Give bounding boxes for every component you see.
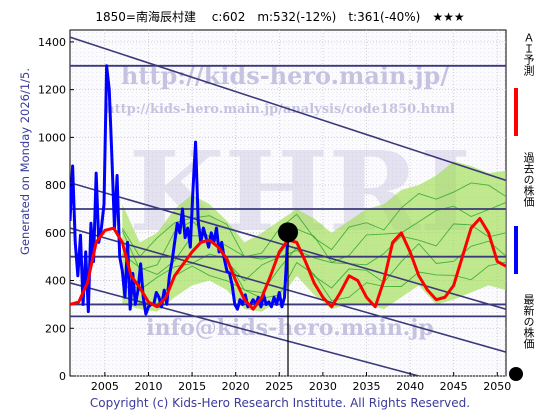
chart-title: 1850=南海辰村建 c:602 m:532(-12%) t:361(-40%)… — [95, 10, 465, 24]
legend-swatch-past — [514, 226, 518, 274]
x-tick-label: 2050 — [483, 380, 511, 393]
forecast-band — [121, 161, 506, 312]
latest-price-marker — [278, 222, 298, 243]
y-tick-label: 600 — [45, 227, 66, 240]
y-tick-label: 0 — [59, 370, 66, 383]
y-tick-label: 1000 — [38, 131, 66, 144]
y-axis: 0 200 400 600 800 1000 1200 1400 — [38, 36, 74, 383]
copyright: Copyright (c) Kids-Hero Research Institu… — [89, 396, 471, 410]
forecast-band-line — [121, 182, 506, 258]
trend-line — [70, 282, 420, 376]
x-axis: 2005 2010 2015 2020 2025 2030 2035 2040 2045 2050 — [91, 372, 511, 393]
legend: ＡＩ予測 過去の株価 最新の株価 — [509, 28, 542, 390]
latest-price-group — [278, 222, 298, 376]
legend-item-ai: ＡＩ予測 — [512, 28, 542, 138]
legend-past-swatch-rect — [514, 226, 518, 274]
x-tick-label: 2015 — [178, 380, 206, 393]
y-tick-label: 400 — [45, 275, 66, 288]
legend-latest-dot — [509, 367, 523, 381]
trend-line — [70, 36, 506, 182]
y-tick-label: 1400 — [38, 36, 66, 49]
legend-item-past: 過去の株価 — [512, 148, 542, 278]
legend-swatch-ai — [514, 88, 518, 136]
watermark-url-analysis: http://kids-hero.main.jp/analysis/code18… — [105, 102, 455, 117]
x-tick-label: 2025 — [265, 380, 293, 393]
legend-past-label: 過去の株価 — [522, 152, 535, 207]
watermark-email: info@kids-hero.main.jp — [146, 315, 433, 341]
forecast-band-line — [121, 261, 506, 305]
legend-item-latest: 最新の株価 — [509, 290, 542, 390]
y-tick-label: 1200 — [38, 84, 66, 97]
x-tick-label: 2010 — [134, 380, 162, 393]
x-tick-label: 2040 — [396, 380, 424, 393]
legend-swatch-latest — [509, 367, 523, 381]
x-tick-label: 2030 — [309, 380, 337, 393]
series-line — [70, 64, 290, 316]
forecast-band-line — [122, 223, 506, 282]
x-tick-label: 2005 — [91, 380, 119, 393]
y-tick-label: 800 — [45, 179, 66, 192]
y-tick-label: 200 — [45, 322, 66, 335]
x-tick-label: 2045 — [440, 380, 468, 393]
legend-ai-label: ＡＩ予測 — [522, 32, 535, 76]
x-tick-label: 2035 — [352, 380, 380, 393]
forecast-band-line — [122, 240, 506, 294]
x-tick-label: 2020 — [222, 380, 250, 393]
legend-latest-label: 最新の株価 — [522, 294, 535, 349]
legend-ai-swatch-rect — [514, 88, 518, 136]
